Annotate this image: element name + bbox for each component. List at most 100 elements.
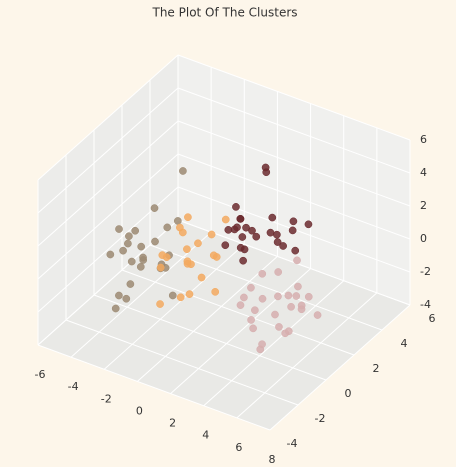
point [136, 263, 145, 271]
grid-line [236, 292, 378, 419]
point [168, 291, 177, 300]
x-tick-label: -4 [68, 380, 79, 393]
point [183, 257, 192, 266]
y-tick-label: 6 [429, 312, 436, 325]
point [139, 253, 147, 262]
point [221, 241, 230, 250]
point [294, 282, 302, 291]
point [221, 215, 230, 224]
z-tick-label: 6 [420, 133, 427, 146]
x-tick-label: 0 [136, 404, 143, 417]
point [258, 294, 267, 303]
grid-line [37, 54, 179, 181]
point [304, 220, 313, 229]
point [236, 301, 245, 309]
x-tick-label: -2 [101, 392, 112, 405]
grid-line [65, 319, 299, 406]
point [238, 233, 247, 241]
grid-line [177, 87, 411, 174]
point [111, 304, 120, 313]
point [291, 246, 300, 255]
point [247, 283, 255, 292]
point [151, 237, 159, 246]
point [284, 291, 293, 300]
point [252, 232, 261, 241]
grid-line [177, 120, 411, 207]
z-tick-label: 4 [420, 166, 427, 179]
point [258, 340, 266, 349]
point [233, 223, 241, 232]
grid-line [37, 120, 179, 247]
z-tick-label: 2 [420, 199, 427, 212]
point [240, 293, 248, 302]
point [248, 226, 256, 235]
point [183, 245, 191, 254]
point [273, 238, 282, 246]
point [150, 204, 159, 212]
point [179, 167, 187, 175]
y-tick-label: 0 [345, 387, 352, 400]
point [126, 280, 135, 288]
point [173, 217, 182, 225]
point [279, 242, 287, 250]
back-pane [178, 55, 410, 305]
point [156, 263, 165, 272]
point [131, 226, 140, 235]
grid-line [37, 344, 271, 431]
point [292, 292, 301, 300]
point [239, 256, 247, 265]
z-tick-label: -4 [420, 298, 431, 311]
point [224, 226, 233, 234]
point [271, 310, 279, 319]
x-tick-label: 6 [235, 441, 242, 454]
point [211, 288, 220, 296]
point [281, 329, 290, 338]
x-tick-label: 8 [269, 453, 276, 466]
chart-title: The Plot Of The Clusters [151, 6, 297, 20]
point [232, 203, 240, 211]
z-tick-label: 0 [420, 232, 427, 245]
point [185, 290, 194, 298]
point [127, 257, 136, 266]
grid-line [177, 54, 411, 141]
point [194, 239, 202, 248]
point [247, 316, 255, 324]
point [275, 323, 283, 331]
y-tick-label: 2 [373, 362, 380, 375]
point [176, 293, 185, 302]
y-tick-label: -2 [315, 412, 326, 425]
grid-line [103, 243, 245, 370]
point [163, 223, 172, 232]
left-pane [38, 55, 178, 345]
grid-line [121, 269, 355, 356]
point [236, 215, 245, 223]
x-tick-label: 2 [169, 417, 176, 430]
grid-line [93, 294, 327, 381]
point [115, 291, 123, 300]
point [158, 251, 167, 259]
point [274, 268, 283, 276]
y-tick-label: -4 [287, 437, 298, 450]
grid-line [37, 153, 179, 280]
grid-line [137, 256, 278, 382]
point [289, 217, 298, 226]
y-tick-label: 4 [401, 337, 408, 350]
x-tick-label: 4 [202, 429, 209, 442]
point [119, 246, 127, 255]
point [273, 230, 281, 239]
grid-line [177, 153, 411, 240]
point [184, 213, 192, 222]
point [122, 294, 131, 303]
point [266, 228, 275, 237]
point [251, 306, 259, 315]
grid-line [203, 280, 345, 407]
floor-pane [38, 220, 410, 430]
point [137, 242, 146, 251]
point [209, 251, 218, 260]
point [178, 228, 187, 237]
point [304, 292, 313, 301]
x-tick-label: -6 [35, 368, 46, 381]
point [115, 225, 123, 233]
point [288, 226, 297, 235]
point [207, 230, 216, 239]
